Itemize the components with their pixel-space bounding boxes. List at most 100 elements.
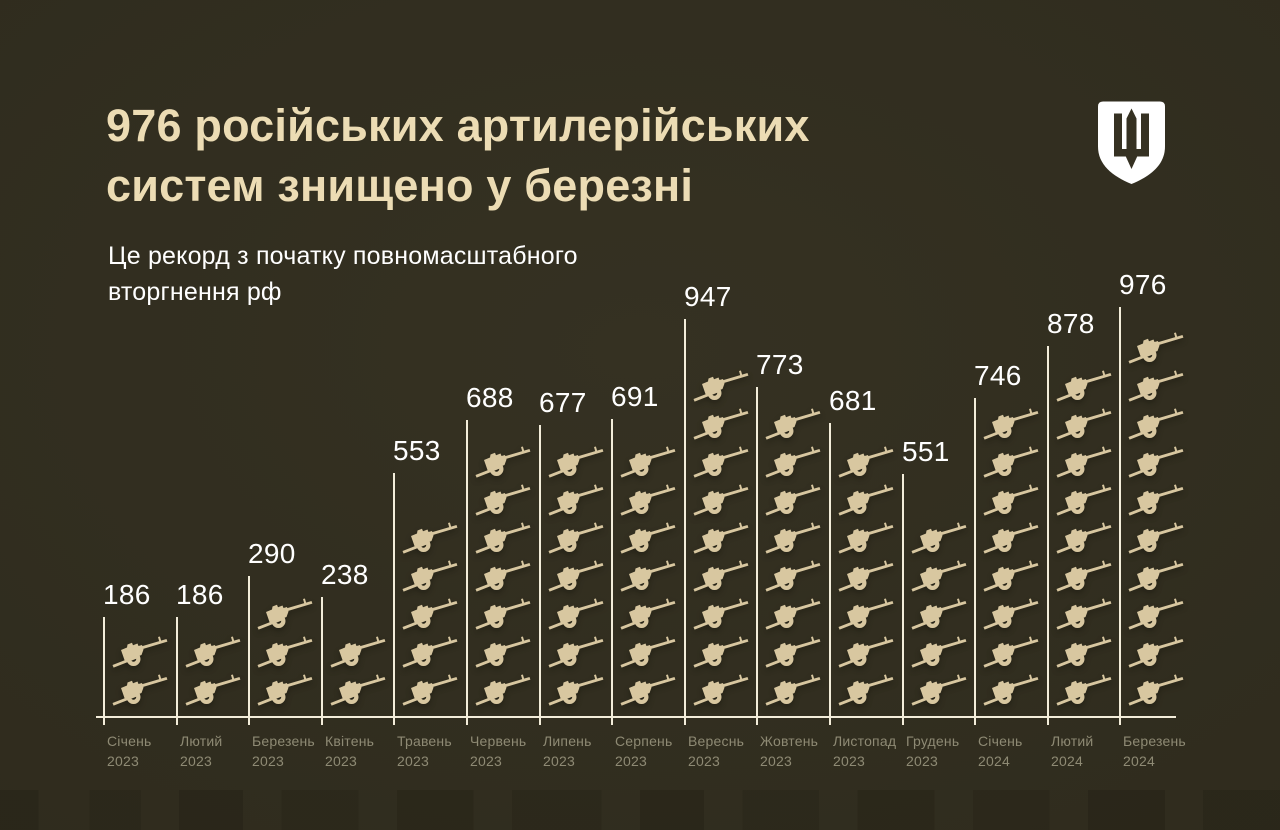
month-label: Листопад 2023 xyxy=(833,733,897,769)
cannon-icon xyxy=(1056,370,1112,402)
cannon-icon xyxy=(693,370,749,402)
cannon-icon xyxy=(911,598,967,630)
cannon-icon xyxy=(402,522,458,554)
title-line-1: 976 російських артилерійських xyxy=(106,100,810,151)
cannon-icon xyxy=(1128,370,1184,402)
cannon-icon xyxy=(983,560,1039,592)
bar-value-label: 976 xyxy=(1119,269,1167,300)
cannon-icon xyxy=(765,484,821,516)
bar-axis-line xyxy=(902,474,904,725)
subtitle-line-2: вторгнення рф xyxy=(108,278,282,306)
bar-axis-line xyxy=(539,425,541,725)
cannon-icon xyxy=(620,674,676,706)
cannon-icon xyxy=(1128,332,1184,364)
cannon-icon xyxy=(693,598,749,630)
cannon-icon xyxy=(911,522,967,554)
cannon-icon xyxy=(620,446,676,478)
bar-value-label: 677 xyxy=(539,387,587,418)
cannon-icon xyxy=(1056,522,1112,554)
background-skyline-decoration xyxy=(0,790,1280,830)
bar-axis-line xyxy=(1119,307,1121,725)
cannon-icon xyxy=(911,674,967,706)
cannon-icon xyxy=(838,446,894,478)
cannon-icon xyxy=(475,522,531,554)
month-label: Квітень 2023 xyxy=(325,733,375,769)
bar-axis-line xyxy=(756,387,758,725)
bar-value-label: 290 xyxy=(248,538,296,569)
cannon-icon xyxy=(548,484,604,516)
month-label: Червень 2023 xyxy=(470,733,527,769)
bar-value-label: 746 xyxy=(974,360,1022,391)
cannon-icon xyxy=(765,560,821,592)
cannon-icon xyxy=(983,522,1039,554)
cannon-icon xyxy=(185,674,241,706)
cannon-icon xyxy=(1056,674,1112,706)
cannon-icon xyxy=(983,484,1039,516)
month-label: Грудень 2023 xyxy=(906,733,960,769)
bar-value-label: 947 xyxy=(684,281,732,312)
cannon-icon xyxy=(475,560,531,592)
cannon-icon xyxy=(185,636,241,668)
bar-axis-line xyxy=(1047,346,1049,725)
bar-axis-line xyxy=(829,423,831,725)
cannon-icon xyxy=(693,636,749,668)
month-label: Липень 2023 xyxy=(543,733,592,769)
cannon-icon xyxy=(112,636,168,668)
bar-value-label: 551 xyxy=(902,436,950,467)
cannon-icon xyxy=(983,598,1039,630)
cannon-icon xyxy=(548,522,604,554)
bar-value-label: 186 xyxy=(176,579,224,610)
cannon-icon xyxy=(838,560,894,592)
cannon-icon xyxy=(548,598,604,630)
bar-axis-line xyxy=(466,420,468,725)
cannon-icon xyxy=(402,598,458,630)
bar-axis-line xyxy=(176,617,178,725)
bar-axis-line xyxy=(393,473,395,725)
x-axis-baseline xyxy=(96,716,1176,718)
cannon-icon xyxy=(475,636,531,668)
month-label: Березень 2023 xyxy=(252,733,315,769)
bar-value-label: 553 xyxy=(393,435,441,466)
bar-axis-line xyxy=(321,597,323,725)
cannon-icon xyxy=(1056,446,1112,478)
cannon-icon xyxy=(620,484,676,516)
cannon-icon xyxy=(475,598,531,630)
cannon-icon xyxy=(983,408,1039,440)
cannon-icon xyxy=(257,674,313,706)
bar-axis-line xyxy=(103,617,105,725)
cannon-icon xyxy=(838,484,894,516)
bar-axis-line xyxy=(974,398,976,725)
cannon-icon xyxy=(475,446,531,478)
subtitle-line-1: Це рекорд з початку повномасштабного xyxy=(108,242,578,270)
bar-axis-line xyxy=(248,576,250,725)
cannon-icon xyxy=(838,522,894,554)
cannon-icon xyxy=(765,674,821,706)
month-label: Лютий 2023 xyxy=(180,733,223,769)
cannon-icon xyxy=(983,636,1039,668)
bar-value-label: 688 xyxy=(466,382,514,413)
cannon-icon xyxy=(765,598,821,630)
cannon-icon xyxy=(330,636,386,668)
cannon-icon xyxy=(1128,484,1184,516)
cannon-icon xyxy=(693,484,749,516)
cannon-icon xyxy=(911,636,967,668)
page-subtitle: Це рекорд з початку повномасштабного вто… xyxy=(108,238,578,310)
cannon-icon xyxy=(402,674,458,706)
cannon-icon xyxy=(1128,636,1184,668)
cannon-icon xyxy=(548,636,604,668)
cannon-icon xyxy=(330,674,386,706)
cannon-icon xyxy=(620,636,676,668)
cannon-icon xyxy=(1128,408,1184,440)
cannon-icon xyxy=(838,598,894,630)
month-label: Березень 2024 xyxy=(1123,733,1186,769)
cannon-icon xyxy=(112,674,168,706)
cannon-icon xyxy=(1056,560,1112,592)
bar-value-label: 681 xyxy=(829,385,877,416)
cannon-icon xyxy=(257,636,313,668)
month-label: Лютий 2024 xyxy=(1051,733,1094,769)
cannon-icon xyxy=(983,674,1039,706)
cannon-icon xyxy=(1056,636,1112,668)
bar-axis-line xyxy=(684,319,686,725)
